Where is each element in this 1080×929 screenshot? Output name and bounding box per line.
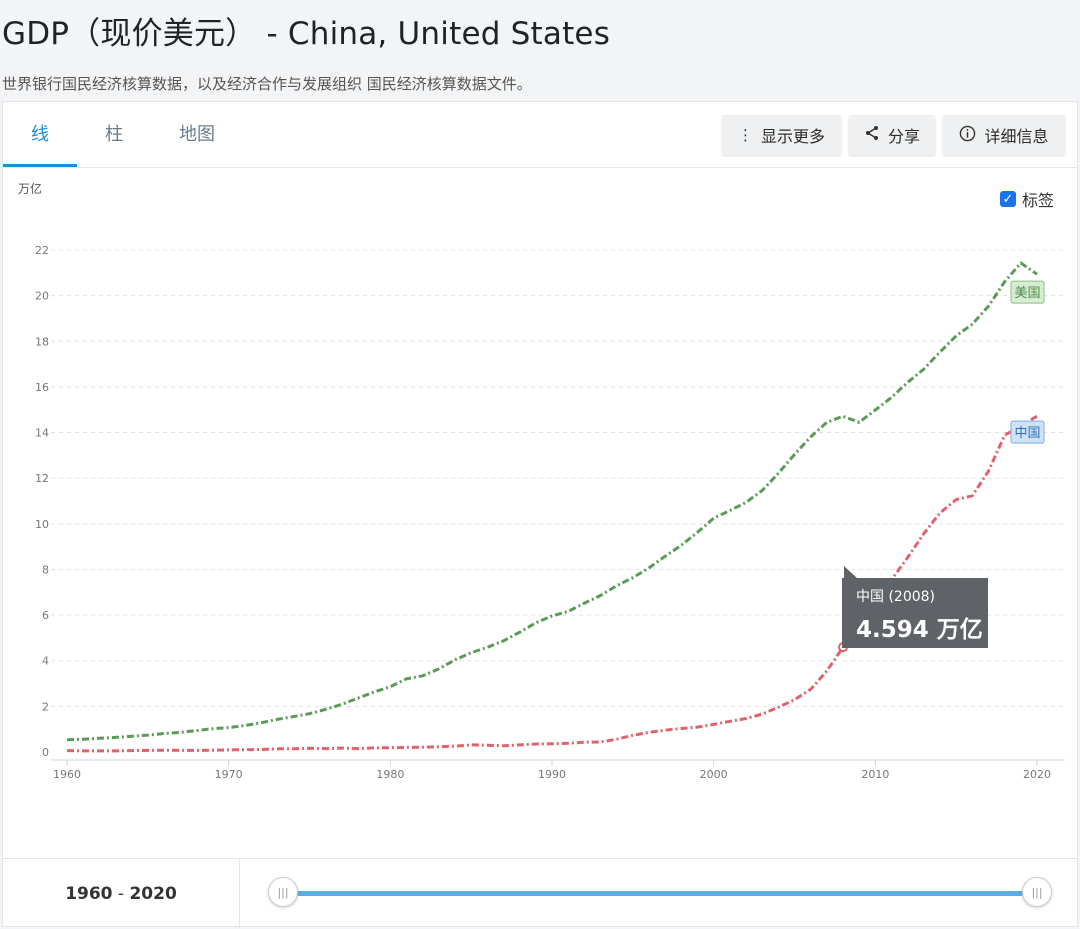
y-tick-label: 18 [35, 335, 49, 348]
year-range-slider-track[interactable] [281, 891, 1037, 896]
tooltip-series: 中国 (2008) [856, 589, 936, 605]
series-label-text: 美国 [1014, 286, 1040, 301]
y-tick-label: 2 [42, 700, 49, 713]
chart-panel: 线 柱 地图 ⋮ 显示更多 分享 详细信息 万亿 ✓ 标签 0 2 4 6 8 10 12 1… [2, 101, 1078, 928]
kebab-icon: ⋮ [737, 126, 753, 144]
tooltip-value: 4.594 万亿 [856, 617, 983, 643]
series-lines [66, 261, 1038, 753]
details-label: 详细信息 [984, 127, 1049, 146]
share-icon [864, 125, 880, 145]
y-tick-label: 20 [35, 290, 49, 303]
data-tooltip: 中国 (2008) 4.594 万亿 [842, 578, 988, 648]
footer-divider [3, 858, 1077, 859]
slider-handle-start[interactable]: ||| [268, 877, 298, 907]
y-tick-label: 4 [42, 655, 49, 668]
series-label-china: 中国 [1010, 420, 1045, 444]
range-separator: - [112, 884, 130, 904]
labels-toggle-label: 标签 [1022, 191, 1055, 210]
y-tick-label: 12 [35, 472, 49, 485]
y-axis-unit: 万亿 [18, 182, 43, 196]
y-tick-label: 0 [42, 746, 49, 759]
range-end: 2020 [129, 884, 177, 904]
slider-handle-end[interactable]: ||| [1022, 877, 1052, 907]
series-line-us [66, 261, 1038, 742]
tab-bar[interactable]: 柱 [105, 124, 123, 145]
series-label-text: 中国 [1014, 426, 1040, 441]
y-axis-ticks: 0 2 4 6 8 10 12 14 16 18 20 22 [35, 244, 49, 759]
show-more-label: 显示更多 [760, 127, 825, 146]
series-label-us: 美国 [1010, 280, 1045, 304]
x-tick-label: 1960 [53, 768, 81, 781]
y-tick-label: 6 [42, 609, 49, 622]
year-range-label: 1960 - 2020 [3, 884, 239, 904]
y-tick-label: 16 [35, 381, 49, 394]
x-tick-label: 2010 [861, 768, 889, 781]
tabs-divider [3, 167, 1077, 168]
labels-toggle[interactable]: ✓ 标签 [1000, 187, 1054, 211]
footer-separator [239, 859, 240, 928]
y-tick-label: 8 [42, 563, 49, 576]
tab-line[interactable]: 线 [31, 124, 49, 145]
x-tick-label: 1990 [538, 768, 566, 781]
y-tick-label: 10 [35, 518, 49, 531]
x-tick-label: 2000 [700, 768, 728, 781]
info-icon [959, 125, 976, 146]
details-button[interactable]: 详细信息 [943, 115, 1065, 155]
tooltip-pointer [844, 566, 858, 579]
checkbox-checked-icon[interactable]: ✓ [1000, 191, 1016, 207]
x-tick-label: 1970 [215, 768, 243, 781]
y-tick-label: 22 [35, 244, 49, 257]
share-label: 分享 [887, 127, 920, 146]
line-chart: 0 2 4 6 8 10 12 14 16 18 20 22 1960 1970 1980 1990 2000… [35, 244, 1065, 781]
show-more-button[interactable]: ⋮ 显示更多 [722, 115, 841, 155]
x-axis-ticks: 1960 1970 1980 1990 2000 2010 2020 [53, 760, 1051, 781]
page-subtitle: 世界银行国民经济核算数据，以及经济合作与发展组织 国民经济核算数据文件。 [2, 75, 532, 93]
tab-map[interactable]: 地图 [179, 124, 215, 145]
x-tick-label: 2020 [1023, 768, 1051, 781]
active-tab-indicator [3, 164, 77, 167]
range-start: 1960 [65, 884, 113, 904]
series-line-china [66, 414, 1038, 753]
page-title: GDP（现价美元） - China, United States [2, 16, 611, 52]
share-button[interactable]: 分享 [849, 115, 935, 155]
x-tick-label: 1980 [376, 768, 404, 781]
y-tick-label: 14 [35, 427, 49, 440]
gridlines [51, 249, 1065, 707]
